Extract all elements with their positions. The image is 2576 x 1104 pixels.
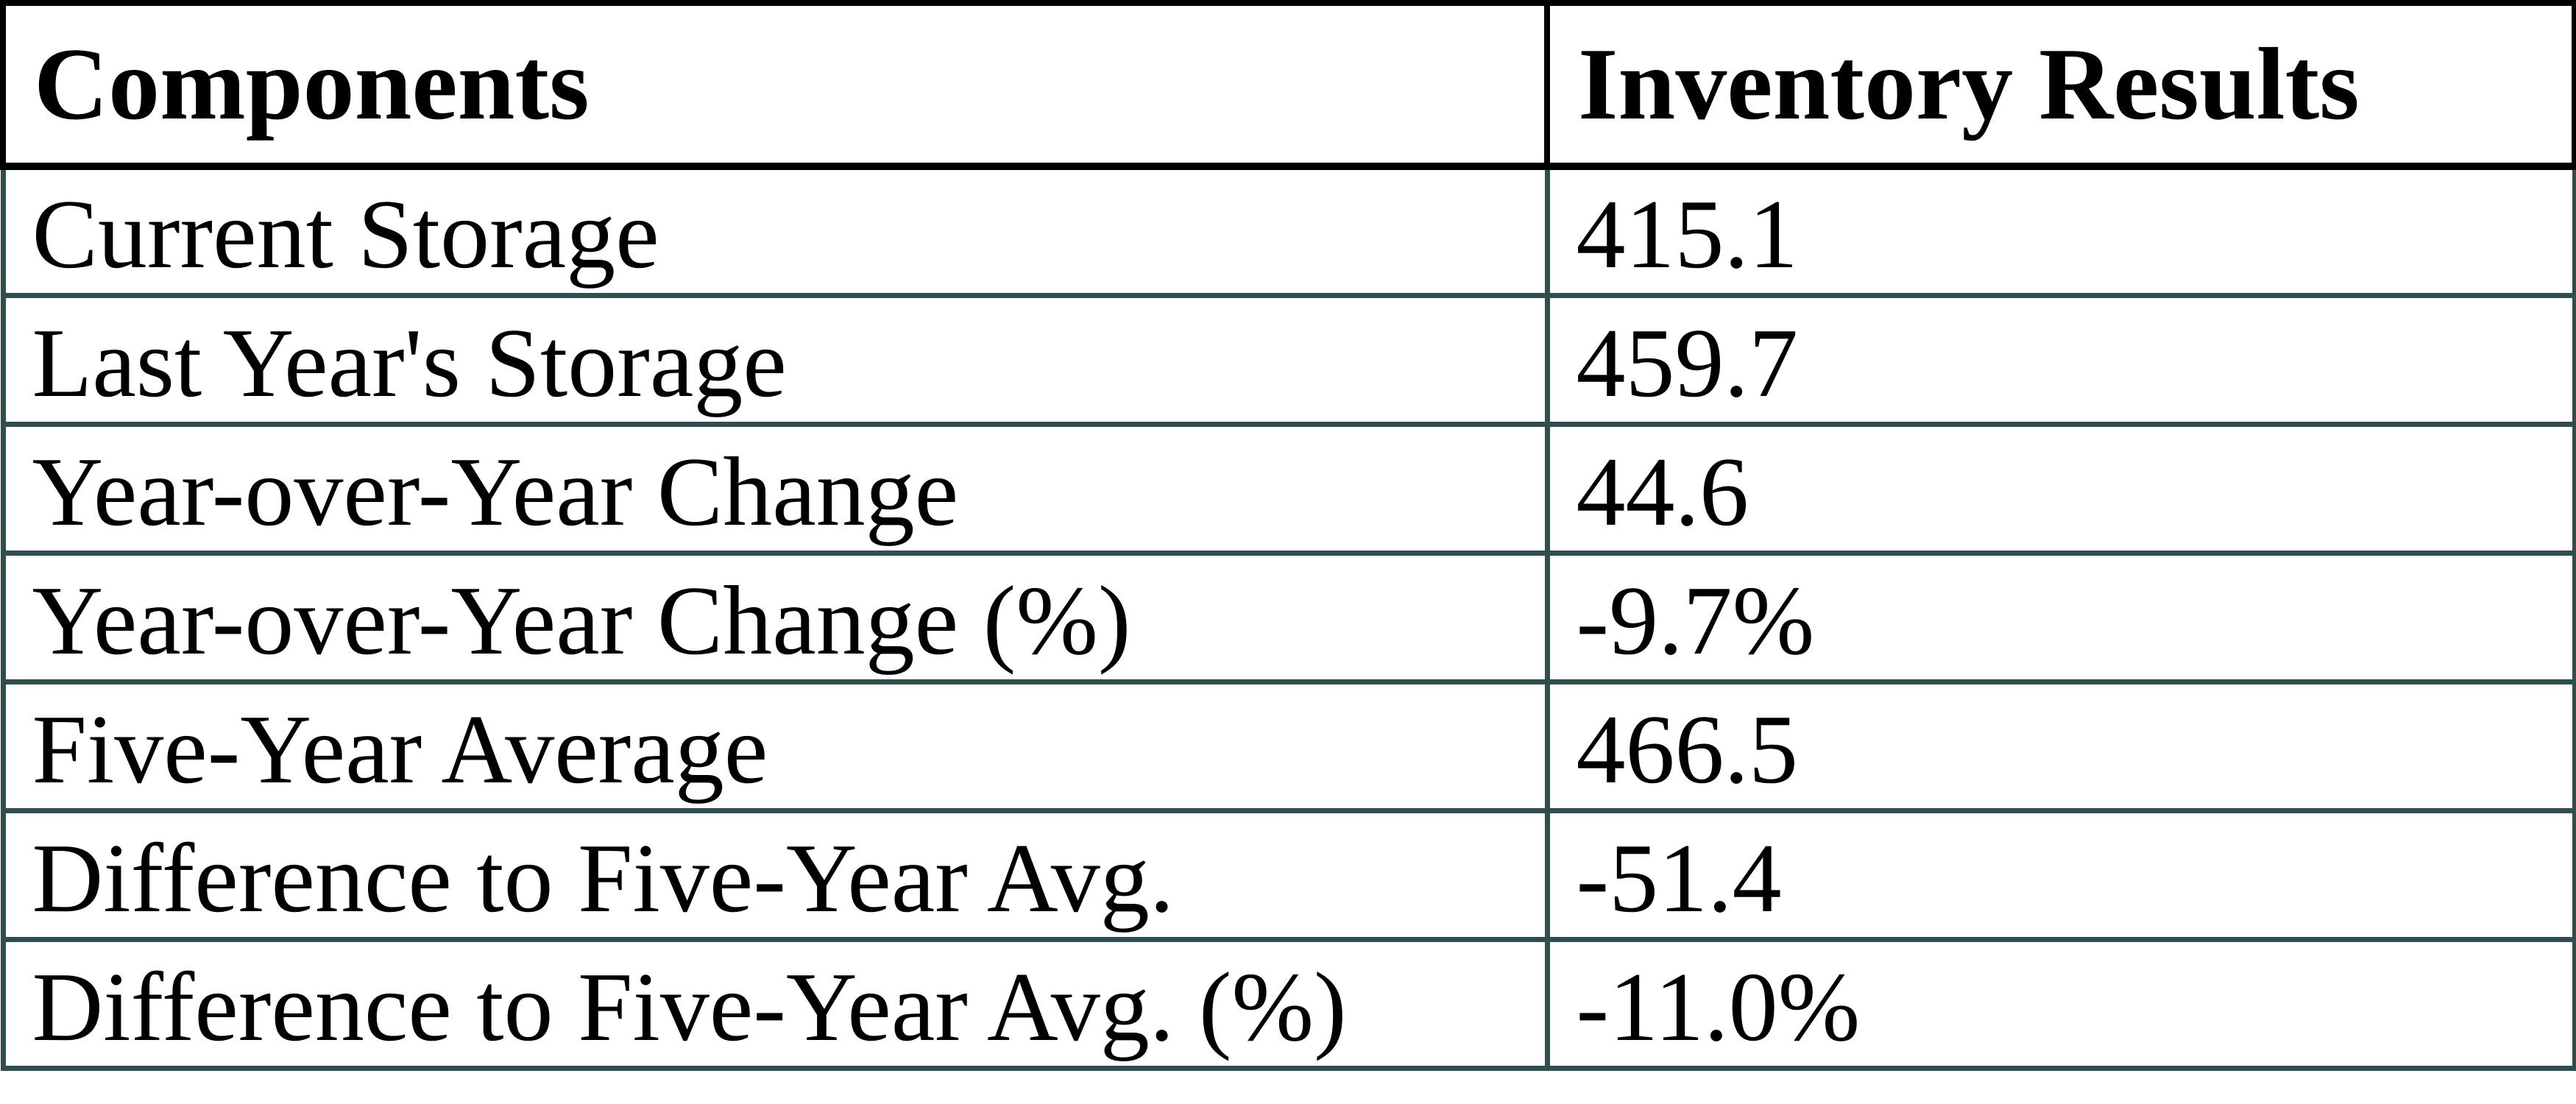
component-cell: Difference to Five-Year Avg. (%) <box>0 936 1550 1071</box>
component-cell: Current Storage <box>0 163 1550 298</box>
value-cell: 459.7 <box>1544 292 2576 427</box>
table-row: Last Year's Storage 459.7 <box>0 292 2576 427</box>
value-cell: -9.7% <box>1544 550 2576 684</box>
inventory-table: Components Inventory Results Current Sto… <box>0 0 2576 1071</box>
component-cell: Last Year's Storage <box>0 292 1550 427</box>
value-cell: 466.5 <box>1544 679 2576 813</box>
value-cell: -51.4 <box>1544 807 2576 942</box>
value-cell: 44.6 <box>1544 421 2576 556</box>
component-cell: Five-Year Average <box>0 679 1550 813</box>
table-row: Current Storage 415.1 <box>0 163 2576 298</box>
value-cell: -11.0% <box>1544 936 2576 1071</box>
table-row: Year-over-Year Change 44.6 <box>0 421 2576 556</box>
component-cell: Difference to Five-Year Avg. <box>0 807 1550 942</box>
table-row: Difference to Five-Year Avg. (%) -11.0% <box>0 936 2576 1071</box>
table-row: Difference to Five-Year Avg. -51.4 <box>0 807 2576 942</box>
component-cell: Year-over-Year Change <box>0 421 1550 556</box>
column-header-inventory-results: Inventory Results <box>1544 0 2576 170</box>
header-row: Components Inventory Results <box>0 0 2576 170</box>
component-cell: Year-over-Year Change (%) <box>0 550 1550 684</box>
table-row: Five-Year Average 466.5 <box>0 679 2576 813</box>
column-header-components: Components <box>0 0 1550 170</box>
table-row: Year-over-Year Change (%) -9.7% <box>0 550 2576 684</box>
value-cell: 415.1 <box>1544 163 2576 298</box>
